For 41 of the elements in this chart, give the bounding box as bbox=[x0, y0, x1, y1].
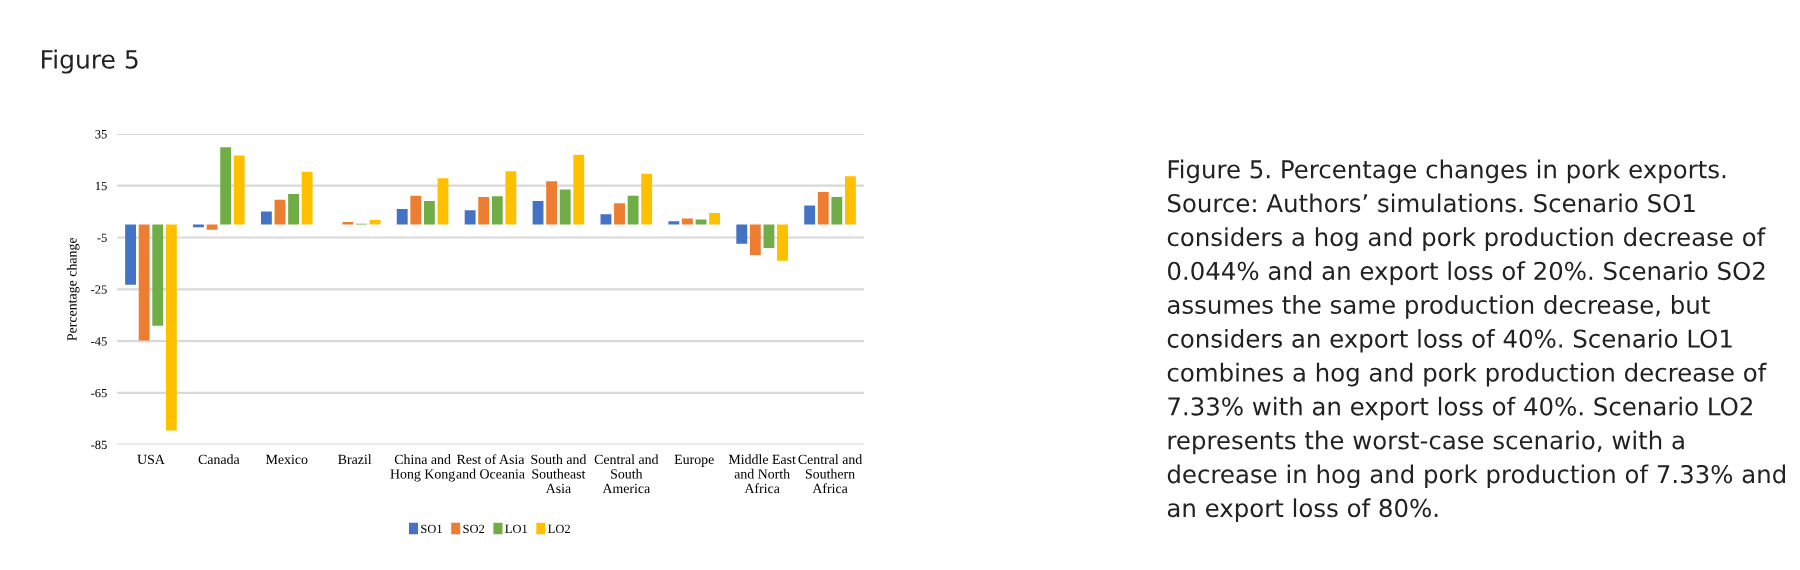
bar bbox=[152, 224, 164, 326]
bar bbox=[437, 178, 449, 225]
bar bbox=[682, 218, 693, 225]
bar bbox=[464, 210, 476, 225]
bar bbox=[600, 214, 612, 225]
bar bbox=[274, 199, 286, 225]
bar bbox=[423, 201, 435, 225]
text: Figure 5. Percentage changes in pork exports. Source: Authors’ simulations. Scenario SO1 considers a hog and pork production decrease of 0.044% and an export loss of 20%. Scenario SO2 assumes the same production decrease, but considers an export loss of 40%. Scenario LO1 combines a hog and pork production decrease of 7.33% with an export loss of 40%. Scenario LO2 represents the worst-case scenario, with a decrease in hog and pork production of 7.33% and an export loss of 80%. bbox=[1167, 159, 1785, 522]
bar bbox=[641, 173, 653, 225]
bar bbox=[573, 154, 585, 225]
bar bbox=[532, 201, 544, 225]
bar bbox=[831, 197, 843, 225]
bar bbox=[844, 176, 856, 225]
bar bbox=[165, 224, 177, 431]
bar bbox=[763, 224, 775, 249]
bar bbox=[546, 181, 558, 225]
bar bbox=[396, 209, 408, 225]
bar bbox=[478, 197, 490, 225]
bar bbox=[505, 171, 517, 225]
bar bbox=[709, 212, 721, 225]
bar bbox=[125, 224, 137, 285]
bar bbox=[777, 224, 788, 261]
bar bbox=[138, 224, 150, 341]
bar bbox=[206, 224, 218, 230]
bar bbox=[627, 195, 639, 225]
chart-title: Figure 5 bbox=[42, 49, 138, 74]
bar bbox=[559, 189, 571, 225]
bar bbox=[695, 219, 707, 225]
bar bbox=[614, 203, 625, 225]
bar bbox=[817, 191, 829, 225]
bar bbox=[749, 224, 761, 256]
bar bbox=[260, 211, 272, 225]
bar bbox=[233, 155, 245, 225]
bar bbox=[301, 171, 313, 225]
bar bbox=[410, 195, 422, 225]
bar bbox=[369, 219, 381, 225]
bar bbox=[288, 194, 299, 225]
bar bbox=[804, 205, 816, 225]
bar bbox=[220, 147, 232, 225]
bar bbox=[491, 196, 503, 225]
bar bbox=[736, 224, 748, 244]
